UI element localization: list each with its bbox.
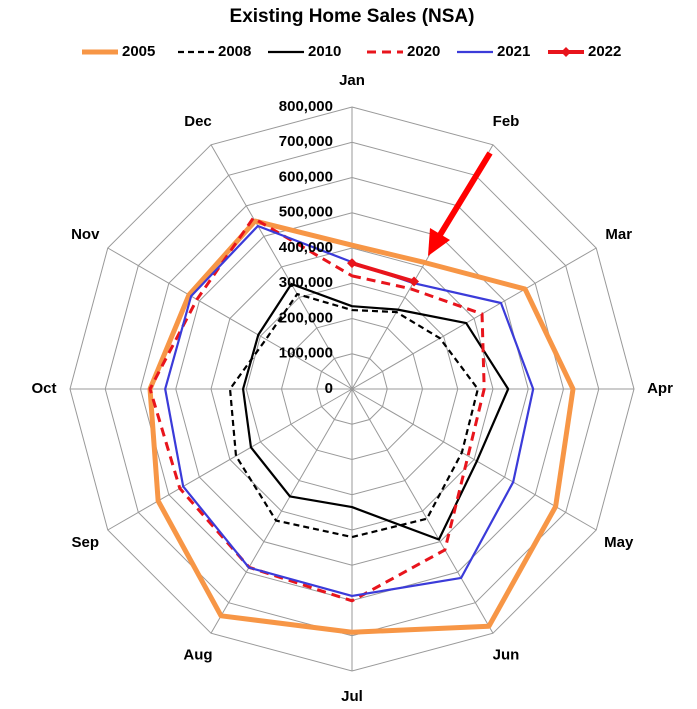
category-label: May: [604, 534, 634, 551]
arrow-shaft: [437, 151, 493, 237]
arrow-head: [428, 228, 450, 256]
category-label: Sep: [72, 534, 100, 551]
tick-label: 300,000: [279, 274, 333, 291]
series-line: [147, 218, 576, 635]
labels-layer: Jan Feb Mar Apr May Jun Jul Aug Sep Oct Nov Dec 0 100…: [31, 72, 673, 705]
tick-label: 800,000: [279, 98, 333, 115]
tick-label: 500,000: [279, 204, 333, 221]
series-marker: [347, 258, 357, 269]
series-marker: [409, 276, 420, 287]
tick-label: 600,000: [279, 168, 333, 185]
tick-label: 400,000: [279, 239, 333, 256]
category-label: Dec: [184, 113, 212, 130]
grid: [69, 106, 635, 672]
series-layer: [147, 216, 576, 635]
spoke: [351, 388, 494, 634]
spoke: [210, 144, 353, 390]
tick-label: 100,000: [279, 345, 333, 362]
category-label: Oct: [31, 380, 56, 397]
series-line: [351, 261, 415, 284]
category-label: Aug: [183, 647, 212, 664]
category-label: Jul: [341, 688, 363, 705]
category-label: Feb: [493, 113, 520, 130]
series-line: [148, 216, 486, 603]
tick-label: 0: [325, 380, 333, 397]
tick-label: 200,000: [279, 309, 333, 326]
legend: 2005 2008 2010 2020 2021 2022: [82, 43, 621, 60]
chart-title: Existing Home Sales (NSA): [230, 6, 475, 27]
legend-label: 2010: [308, 43, 341, 60]
legend-label: 2020: [407, 43, 440, 60]
annotation-arrow: [428, 151, 493, 256]
series-line: [241, 282, 510, 541]
spoke: [210, 388, 353, 634]
spoke: [351, 247, 597, 390]
legend-label: 2021: [497, 43, 530, 60]
legend-label: 2008: [218, 43, 251, 60]
series-line: [164, 224, 535, 598]
legend-label: 2005: [122, 43, 155, 60]
category-label: Mar: [605, 226, 632, 243]
spoke: [107, 247, 353, 390]
category-label: Apr: [647, 380, 673, 397]
legend-marker: [561, 47, 571, 57]
legend-label: 2022: [588, 43, 621, 60]
category-label: Jan: [339, 72, 365, 89]
tick-label: 700,000: [279, 133, 333, 150]
category-label: Jun: [493, 647, 520, 664]
spoke: [351, 388, 597, 531]
spoke: [107, 388, 353, 531]
category-label: Nov: [71, 226, 100, 243]
series-line: [228, 292, 479, 539]
